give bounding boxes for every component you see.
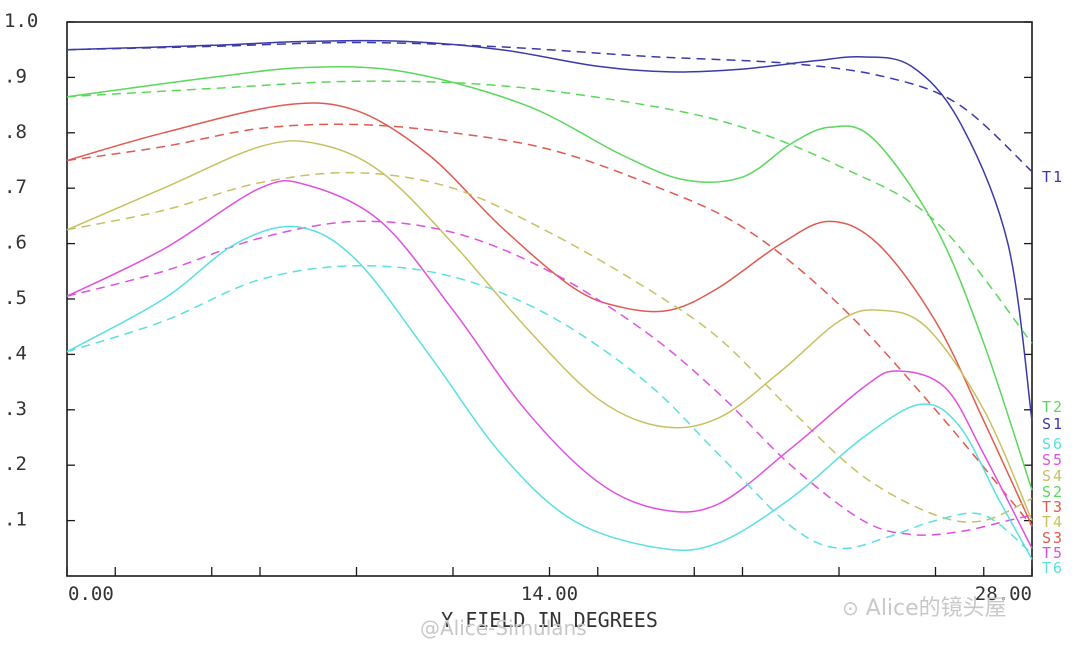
x-tick-label-1: 14.00 (521, 583, 578, 605)
series-t6-line (66, 265, 1033, 555)
wechat-icon: ⊙ (842, 596, 859, 620)
series-t3-line (66, 123, 1033, 527)
series-s5-line (66, 180, 1033, 549)
legend-label-t6: T6 (1042, 559, 1064, 577)
series-t5-line (66, 220, 1033, 536)
legend-label-s4: S4 (1042, 467, 1064, 485)
y-tick-label-8: .2 (4, 453, 27, 475)
legend-label-s3: S3 (1042, 529, 1064, 547)
watermark-bottom: @Alice-Simulans (420, 616, 587, 640)
legend-label-s6: S6 (1042, 435, 1064, 453)
y-tick-label-7: .3 (4, 398, 27, 420)
series-s4-line (66, 140, 1033, 521)
series-s2-line (66, 66, 1033, 491)
series-t2-line (66, 80, 1033, 344)
y-tick-label-9: .1 (4, 509, 27, 531)
y-tick-label-5: .5 (4, 287, 27, 309)
legend-label-t3: T3 (1042, 498, 1064, 516)
x-axis-label: Y FIELD IN DEGREES (441, 608, 658, 632)
series-s1-line (66, 39, 1033, 422)
y-tick-label-6: .4 (4, 342, 27, 364)
series-t4-line (66, 171, 1033, 523)
series-t1-line (66, 41, 1033, 173)
series-s6-line (66, 225, 1033, 560)
legend-label-t5: T5 (1042, 544, 1064, 562)
y-tick-label-2: .8 (4, 121, 27, 143)
legend-label-s1: S1 (1042, 415, 1064, 433)
watermark-right: ⊙ Alice的镜头屋 (842, 590, 1007, 622)
x-tick-label-0: 0.00 (68, 583, 114, 605)
y-tick-label-0: 1.0 (4, 10, 38, 32)
series-s3-line (66, 102, 1033, 527)
watermark-right-text: Alice的镜头屋 (865, 596, 1007, 621)
legend-label-s5: S5 (1042, 451, 1064, 469)
legend-label-s2: S2 (1042, 483, 1064, 501)
legend-label-t2: T2 (1042, 398, 1064, 416)
legend-label-t4: T4 (1042, 513, 1064, 531)
y-tick-label-4: .6 (4, 232, 27, 254)
y-tick-label-3: .7 (4, 176, 27, 198)
legend-label-t1: T1 (1042, 168, 1064, 186)
y-tick-label-1: .9 (4, 65, 27, 87)
x-tick-label-2: 28.00 (975, 583, 1032, 605)
